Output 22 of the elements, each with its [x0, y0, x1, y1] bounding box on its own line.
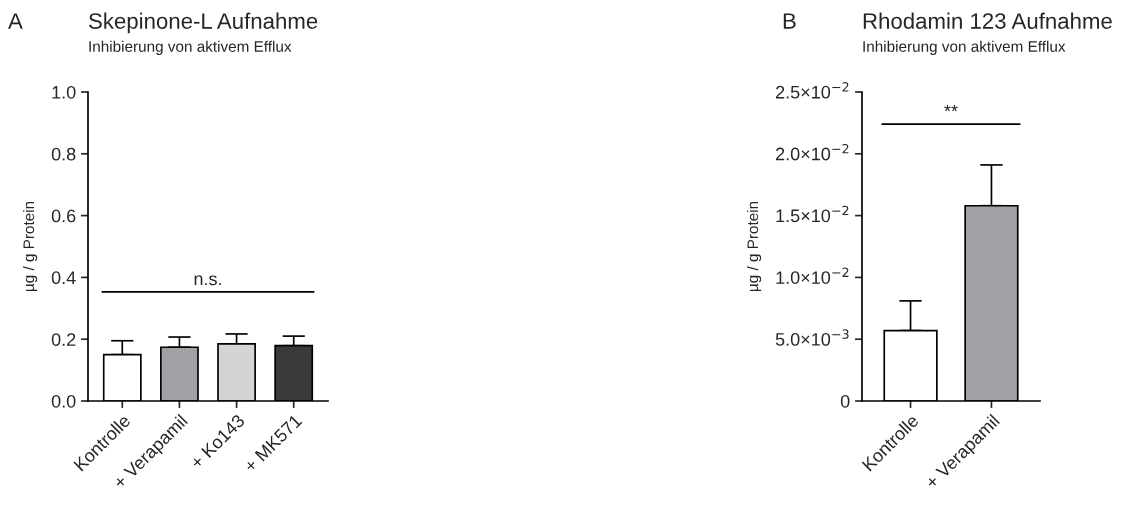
y-tick-label: 2.5×10$^{−2}$ [775, 82, 849, 99]
y-axis-title: µg / g Protein [22, 201, 38, 292]
y-tick-label: 0 [840, 394, 850, 408]
ref-line-label: n.s. [194, 275, 221, 286]
y-tick-label: 0.8 [51, 147, 76, 161]
y-tick-label: 0.6 [51, 209, 76, 223]
y-axis-title: µg / g Protein [746, 201, 762, 292]
text: A [8, 13, 23, 29]
ref-line-label: ** [944, 104, 958, 112]
y-tick-label: 0.2 [51, 333, 76, 346]
chart-title: Rhodamin 123 Aufnahme [863, 12, 1112, 29]
y-tick-label: 1.5×10$^{−2}$ [776, 205, 849, 223]
y-tick-label: 2.0×10$^{−2}$ [775, 143, 849, 161]
y-tick-label: 1.0×10$^{−2}$ [776, 267, 849, 284]
y-tick-label: 5.0×10$^{−3}$ [775, 329, 849, 346]
chart-subtitle: Inhibierung von aktivem Efflux [89, 40, 292, 55]
chart-subtitle: Inhibierung von aktivem Efflux [863, 40, 1066, 55]
y-tick-label: 1.0 [52, 85, 76, 99]
y-tick-label: 0.0 [51, 394, 76, 408]
text: B [783, 13, 796, 29]
y-tick-label: 0.4 [51, 271, 76, 285]
chart-title: Skepinone-L Aufnahme [89, 12, 318, 34]
